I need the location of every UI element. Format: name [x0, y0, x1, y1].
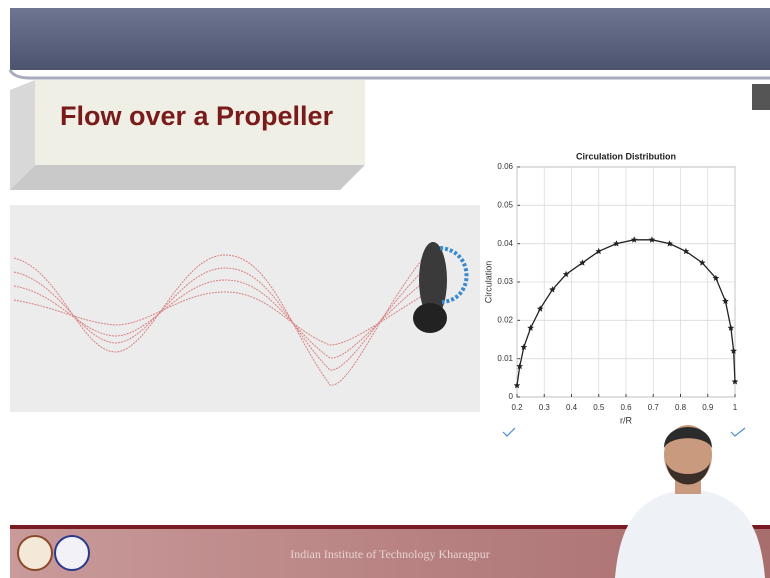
footer-text: Indian Institute of Technology Kharagpur — [290, 547, 490, 561]
y-tick-label: 0.01 — [497, 354, 513, 363]
slide: Flow over a Propeller 00.010.020.030.040… — [0, 0, 770, 578]
y-tick-label: 0.03 — [497, 277, 513, 286]
x-tick-label: 0.6 — [620, 403, 632, 412]
x-axis-label: r/R — [620, 415, 632, 425]
title-shadow — [10, 165, 365, 190]
y-tick-label: 0.04 — [497, 239, 513, 248]
y-tick-label: 0 — [509, 392, 514, 401]
x-tick-label: 0.3 — [539, 403, 551, 412]
y-tick-label: 0.06 — [497, 162, 513, 171]
propeller-hub — [413, 303, 447, 333]
x-tick-label: 0.8 — [675, 403, 687, 412]
y-axis-label: Circulation — [483, 261, 493, 304]
chart-title: Circulation Distribution — [576, 151, 676, 161]
y-tick-label: 0.02 — [497, 315, 513, 324]
x-tick-label: 0.4 — [566, 403, 578, 412]
x-tick-label: 1 — [733, 403, 738, 412]
x-tick-label: 0.9 — [702, 403, 714, 412]
logo — [18, 536, 52, 570]
slide-title: Flow over a Propeller — [60, 101, 334, 131]
corner-icon — [752, 84, 770, 110]
x-tick-label: 0.5 — [593, 403, 605, 412]
x-tick-label: 0.2 — [511, 403, 523, 412]
chart: 0 0.01 0.02 0.03 0.04 0.05 0.06 0.2 0.3 0.4 0.5 0.6… — [483, 151, 738, 425]
logo — [55, 536, 89, 570]
header-band — [10, 8, 770, 70]
simulation-image — [10, 205, 480, 412]
x-tick-label: 0.7 — [648, 403, 660, 412]
y-tick-label: 0.05 — [497, 200, 513, 209]
